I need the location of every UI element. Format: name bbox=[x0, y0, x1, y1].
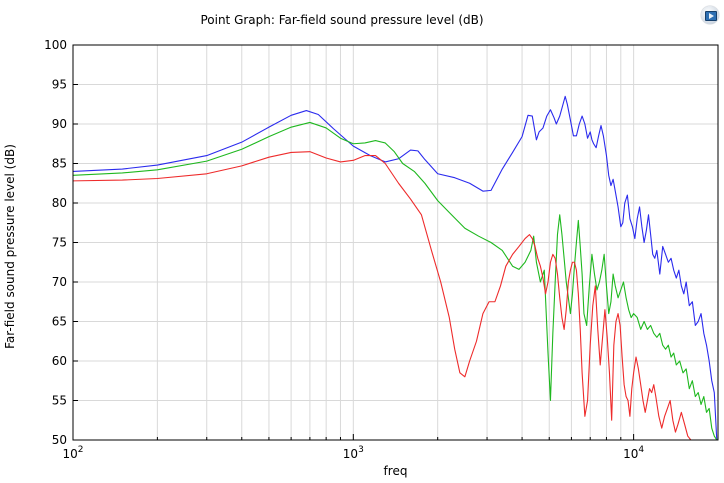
y-tick-label: 50 bbox=[52, 433, 67, 447]
y-tick-label: 60 bbox=[52, 354, 67, 368]
y-axis-label: Far-field sound pressure level (dB) bbox=[3, 144, 17, 349]
x-tick-label-base: 10 bbox=[62, 447, 77, 461]
grid bbox=[72, 44, 719, 441]
series-line-1 bbox=[73, 95, 718, 440]
series-group bbox=[73, 95, 718, 440]
y-tick-label: 100 bbox=[44, 38, 67, 52]
y-tick-label: 95 bbox=[52, 78, 67, 92]
x-tick-label-exponent: 2 bbox=[78, 445, 84, 455]
axis-ticks bbox=[72, 44, 719, 441]
x-tick-label: 103 bbox=[343, 445, 364, 461]
x-tick-label-base: 10 bbox=[623, 447, 638, 461]
comsol-badge-icon[interactable] bbox=[701, 6, 719, 24]
x-tick-label-exponent: 4 bbox=[638, 445, 644, 455]
series-line-2 bbox=[73, 121, 718, 440]
y-tick-labels: 50 55 60 65 70 75 80 85 90 95 100 bbox=[44, 38, 67, 447]
y-tick-label: 80 bbox=[52, 196, 67, 210]
x-axis-label: freq bbox=[384, 464, 408, 478]
x-tick-label-base: 10 bbox=[343, 447, 358, 461]
series-line-3 bbox=[73, 151, 692, 440]
x-tick-label-exponent: 3 bbox=[358, 445, 364, 455]
y-tick-label: 85 bbox=[52, 157, 67, 171]
x-tick-label: 104 bbox=[623, 445, 644, 461]
y-tick-label: 65 bbox=[52, 315, 67, 329]
y-tick-label: 55 bbox=[52, 394, 67, 408]
y-tick-label: 75 bbox=[52, 236, 67, 250]
y-tick-label: 90 bbox=[52, 117, 67, 131]
y-tick-label: 70 bbox=[52, 275, 67, 289]
x-tick-labels: 102 103 104 bbox=[62, 445, 644, 461]
x-tick-label: 102 bbox=[62, 445, 83, 461]
chart-title: Point Graph: Far-field sound pressure le… bbox=[200, 13, 484, 27]
